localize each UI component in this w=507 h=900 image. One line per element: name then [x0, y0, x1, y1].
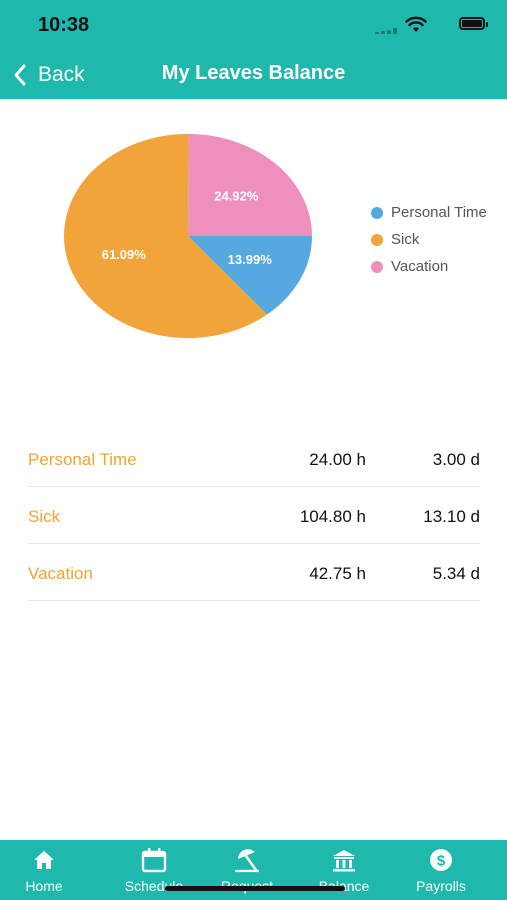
tab-bar: Home Schedule Request Balance — [0, 840, 507, 900]
pie-slice-label: 61.09% — [102, 247, 147, 262]
status-time: 10:38 — [38, 14, 90, 36]
pie-slice-vacation — [188, 134, 312, 236]
signal-icon — [375, 28, 397, 34]
leave-type: Sick — [28, 507, 61, 526]
tab-schedule[interactable]: Schedule — [114, 840, 194, 900]
app-header: 10:38 Back My Leaves Balance — [0, 0, 507, 99]
back-button[interactable]: Back — [12, 60, 85, 90]
calendar-icon — [141, 848, 167, 873]
pie-slice-personal-time — [188, 236, 312, 315]
balance-row[interactable]: Vacation 42.75 h 5.34 d — [28, 544, 480, 601]
legend-dot — [371, 260, 383, 273]
home-indicator — [165, 886, 345, 891]
legend-dot — [371, 233, 383, 246]
leave-type: Vacation — [28, 564, 93, 583]
balance-row[interactable]: Personal Time 24.00 h 3.00 d — [28, 430, 480, 487]
leave-pie-chart: 13.99% 61.09% 24.92% Personal Time Sick Va… — [0, 99, 507, 399]
leave-days: 3.00 d — [432, 450, 480, 469]
wifi-icon — [405, 16, 427, 32]
bank-icon — [333, 850, 355, 872]
home-icon — [34, 851, 54, 869]
page-title: My Leaves Balance — [161, 62, 346, 84]
legend-item: Personal Time — [371, 199, 487, 226]
back-label: Back — [38, 63, 85, 86]
leave-hours: 42.75 h — [309, 564, 366, 583]
tab-label: Payrolls — [416, 878, 466, 894]
dollar-icon: $ — [430, 849, 452, 871]
tab-home[interactable]: Home — [14, 840, 74, 900]
balance-row[interactable]: Sick 104.80 h 13.10 d — [28, 487, 480, 544]
legend-item: Vacation — [371, 253, 487, 280]
tab-balance[interactable]: Balance — [308, 840, 380, 900]
tab-payrolls[interactable]: $ Payrolls — [408, 840, 474, 900]
tab-label: Home — [25, 878, 63, 894]
pie-slice-label: 24.92% — [214, 188, 259, 203]
chevron-left-icon — [14, 64, 26, 86]
leave-type: Personal Time — [28, 450, 137, 469]
pie-chart-svg: 13.99% 61.09% 24.92% — [64, 133, 312, 338]
leave-days: 13.10 d — [423, 507, 480, 526]
legend-label: Sick — [391, 231, 420, 248]
pie-slice-label: 13.99% — [228, 252, 273, 267]
battery-icon — [459, 17, 488, 30]
leave-hours: 24.00 h — [309, 450, 366, 469]
status-icons — [365, 16, 488, 36]
svg-text:$: $ — [437, 853, 446, 870]
leave-days: 5.34 d — [432, 564, 480, 583]
legend-item: Sick — [371, 226, 487, 253]
pie-slice-sick — [64, 133, 268, 338]
legend-label: Personal Time — [391, 204, 487, 221]
leave-hours: 104.80 h — [299, 507, 366, 526]
legend-label: Vacation — [391, 258, 449, 275]
balance-table: Personal Time 24.00 h 3.00 d Sick 104.80… — [28, 430, 480, 601]
legend-dot — [371, 206, 383, 219]
tab-request[interactable]: Request — [212, 840, 282, 900]
chart-legend: Personal Time Sick Vacation — [371, 199, 487, 280]
beach-umbrella-icon — [234, 849, 260, 873]
